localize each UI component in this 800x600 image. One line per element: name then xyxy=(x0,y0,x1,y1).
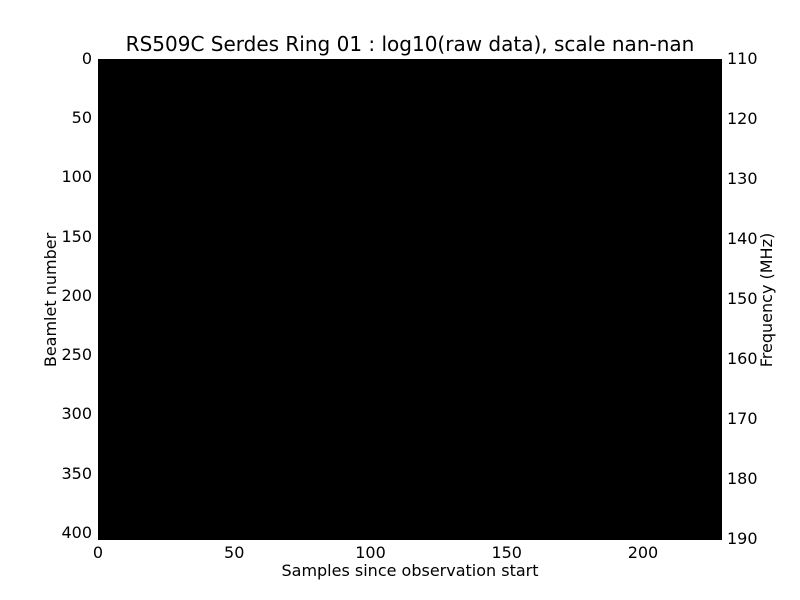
y-tick-label-right: 130 xyxy=(727,168,758,188)
y-tick-label-right: 110 xyxy=(727,49,758,68)
y-tick-label-left: 0 xyxy=(81,49,92,68)
x-tick-label: 100 xyxy=(355,543,386,562)
x-axis-label: Samples since observation start xyxy=(281,561,539,580)
y-tick-label-right: 170 xyxy=(727,408,758,428)
y-tick-label-left: 200 xyxy=(61,285,92,305)
chart-title: RS509C Serdes Ring 01 : log10(raw data),… xyxy=(125,32,695,56)
y-tick-label-left: 300 xyxy=(61,404,92,424)
y-tick-label-left: 150 xyxy=(61,226,92,246)
y-tick-label-right: 150 xyxy=(727,288,758,308)
x-tick-label: 150 xyxy=(491,543,522,562)
y-tick-label-right: 160 xyxy=(727,348,758,368)
y-tick-label-right: 180 xyxy=(727,468,758,488)
x-tick-label: 0 xyxy=(92,543,104,562)
y-tick-label-left: 400 xyxy=(61,522,92,542)
y-tick-label-left: 250 xyxy=(61,345,92,365)
x-tick-label: 200 xyxy=(627,543,659,562)
y-tick-label-left: 100 xyxy=(61,167,92,187)
x-tick-label: 50 xyxy=(224,543,245,562)
y-tick-label-right: 190 xyxy=(727,528,758,548)
y-tick-label-right: 120 xyxy=(727,108,758,128)
y-axis-label-right: Frequency (MHz) xyxy=(757,232,777,368)
y-tick-label-right: 140 xyxy=(727,228,758,248)
heatmap-plot-area xyxy=(98,59,722,540)
y-tick-label-left: 50 xyxy=(71,108,92,128)
y-tick-label-left: 350 xyxy=(61,463,92,483)
